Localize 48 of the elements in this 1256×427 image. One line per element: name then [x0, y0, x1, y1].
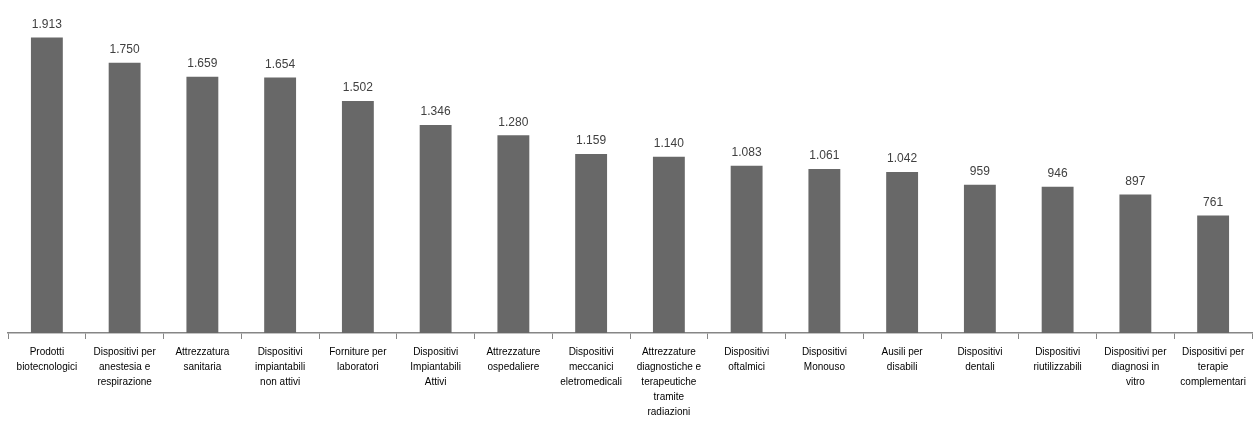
bar [497, 135, 530, 333]
x-tick-label: Dispositivi Monouso [801, 346, 847, 373]
bar [419, 125, 452, 333]
bar [108, 62, 141, 333]
x-tick-label: Dispositivi dentali [957, 346, 1003, 373]
data-label: 1.659 [187, 56, 218, 70]
x-tick-label: Prodotti biotecnologici [16, 346, 78, 373]
bar [886, 172, 919, 333]
bar [264, 77, 297, 333]
bar [575, 153, 608, 333]
data-label: 1.654 [265, 56, 296, 71]
bar [1197, 215, 1230, 333]
data-label: 897 [1125, 173, 1146, 188]
bar [186, 76, 219, 333]
x-tick-label: Attrezzature diagnostiche e terapeutiche tramite radiazioni [636, 346, 702, 418]
data-label: 1.159 [576, 133, 607, 148]
data-label: 761 [1203, 194, 1224, 209]
data-label: 1.750 [109, 41, 140, 56]
bar [652, 156, 685, 333]
data-label: 1.280 [498, 114, 529, 129]
data-label: 946 [1047, 166, 1068, 181]
data-label: 959 [969, 164, 991, 179]
x-tick-label: Dispositivi impiantabili non attivi [255, 346, 306, 388]
x-tick-label: Dispositivi per terapie complementari [1180, 346, 1246, 388]
data-label: 1.061 [809, 148, 840, 163]
data-label: 1.083 [731, 144, 762, 159]
bar [808, 169, 841, 333]
x-tick-label: Dispositivi per diagnosi in vitro [1104, 346, 1168, 388]
x-tick-label: Dispositivi Impiantabili Attivi [410, 346, 461, 388]
x-tick-label: Dispositivi riutilizzabili [1033, 346, 1082, 373]
x-tick-label: Forniture per laboratori [329, 346, 388, 373]
data-label: 1.042 [887, 151, 918, 166]
x-tick-label: Dispositivi per anestesia e respirazione [93, 346, 157, 388]
bar [30, 37, 63, 333]
bar [341, 100, 374, 333]
x-tick-label: Ausili per disabili [881, 346, 924, 373]
bar [1119, 194, 1152, 333]
data-label: 1.346 [420, 104, 451, 119]
x-tick-label: Attrezzatura sanitaria [175, 346, 230, 373]
x-tick-label: Dispositivi oftalmici [724, 346, 770, 373]
data-label: 1.502 [342, 80, 374, 95]
x-tick-label: Dispositivi meccanici eletromedicali [560, 346, 622, 388]
data-label: 1.913 [31, 16, 63, 31]
x-tick-label: Attrezzature ospedaliere [486, 346, 541, 373]
bar [1041, 186, 1074, 333]
data-label: 1.140 [653, 136, 685, 151]
bar [963, 184, 996, 333]
bar [730, 165, 763, 333]
